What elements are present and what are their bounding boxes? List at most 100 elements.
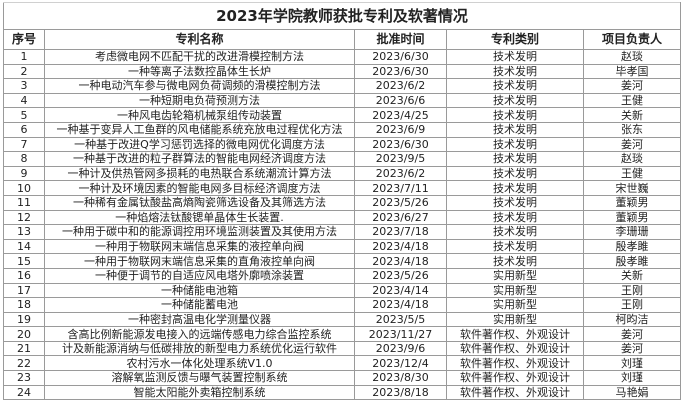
cell-col-patent-name[interactable]: 考虑微电网不匹配干扰的改进滑模控制方法 (44, 49, 355, 65)
cell-col-index[interactable]: 20 (3, 326, 45, 342)
cell-col-approval-date[interactable]: 2023/8/30 (354, 370, 447, 386)
cell-col-approval-date[interactable]: 2023/4/18 (354, 238, 447, 255)
cell-col-patent-type[interactable]: 技术发明 (446, 151, 584, 167)
cell-col-approval-date[interactable]: 2023/9/5 (354, 151, 447, 167)
cell-col-approval-date[interactable]: 2023/4/25 (354, 107, 447, 123)
cell-col-patent-type[interactable]: 技术发明 (446, 194, 584, 211)
cell-col-patent-type[interactable]: 实用新型 (446, 282, 584, 299)
cell-col-owner[interactable]: 刘瑾 (583, 370, 681, 386)
cell-col-patent-type[interactable]: 软件著作权、外观设计 (446, 355, 584, 372)
cell-col-patent-type[interactable]: 技术发明 (446, 49, 584, 65)
cell-col-patent-type[interactable]: 软件著作权、外观设计 (446, 370, 584, 386)
cell-col-patent-name[interactable]: 含高比例新能源发电接入的远端传感电力综合监控系统 (44, 326, 355, 342)
cell-col-patent-name[interactable]: 一种基于改进Q学习惩罚选择的微电网优化调度方法 (44, 136, 355, 153)
cell-col-approval-date[interactable]: 2023/6/30 (354, 49, 447, 65)
cell-col-index[interactable]: 23 (3, 370, 45, 386)
cell-col-index[interactable]: 21 (3, 340, 45, 357)
cell-col-index[interactable]: 19 (3, 311, 45, 328)
cell-col-patent-type[interactable]: 技术发明 (446, 136, 584, 153)
cell-col-owner[interactable]: 董颖男 (583, 194, 681, 211)
cell-col-patent-name[interactable]: 一种用于物联网末端信息采集的液控单向阀 (44, 238, 355, 255)
cell-col-index[interactable]: 7 (3, 136, 45, 153)
cell-col-owner[interactable]: 王刚 (583, 282, 681, 299)
cell-col-owner[interactable]: 姜河 (583, 136, 681, 153)
cell-col-patent-type[interactable]: 实用新型 (446, 297, 584, 313)
cell-col-index[interactable]: 24 (3, 384, 45, 401)
cell-col-approval-date[interactable]: 2023/4/18 (354, 297, 447, 313)
cell-col-index[interactable]: 12 (3, 209, 45, 226)
cell-col-owner[interactable]: 马艳娟 (583, 384, 681, 401)
cell-col-approval-date[interactable]: 2023/6/9 (354, 121, 447, 138)
cell-col-index[interactable]: 13 (3, 224, 45, 240)
cell-col-index[interactable]: 22 (3, 355, 45, 372)
cell-col-approval-date[interactable]: 2023/7/18 (354, 224, 447, 240)
cell-col-approval-date[interactable]: 2023/6/2 (354, 165, 447, 182)
cell-col-owner[interactable]: 张东 (583, 121, 681, 138)
cell-col-index[interactable]: 15 (3, 253, 45, 269)
cell-col-approval-date[interactable]: 2023/4/14 (354, 282, 447, 299)
cell-col-patent-type[interactable]: 技术发明 (446, 92, 584, 109)
cell-col-patent-type[interactable]: 实用新型 (446, 267, 584, 284)
cell-col-patent-type[interactable]: 技术发明 (446, 224, 584, 240)
cell-col-owner[interactable]: 宋世巍 (583, 180, 681, 196)
cell-col-approval-date[interactable]: 2023/6/2 (354, 78, 447, 94)
header-col-patent-name[interactable]: 专利名称 (44, 29, 355, 50)
header-col-approval-date[interactable]: 批准时间 (354, 29, 447, 50)
cell-col-patent-type[interactable]: 技术发明 (446, 121, 584, 138)
cell-col-approval-date[interactable]: 2023/9/6 (354, 340, 447, 357)
cell-col-owner[interactable]: 殷孝雎 (583, 253, 681, 269)
header-col-owner[interactable]: 项目负责人 (583, 29, 681, 50)
cell-col-index[interactable]: 10 (3, 180, 45, 196)
cell-col-index[interactable]: 14 (3, 238, 45, 255)
cell-col-index[interactable]: 8 (3, 151, 45, 167)
cell-col-index[interactable]: 9 (3, 165, 45, 182)
cell-col-index[interactable]: 5 (3, 107, 45, 123)
cell-col-index[interactable]: 4 (3, 92, 45, 109)
cell-col-approval-date[interactable]: 2023/5/5 (354, 311, 447, 328)
cell-col-patent-name[interactable]: 一种便于调节的自适应风电塔外廓喷涂装置 (44, 267, 355, 284)
cell-col-patent-type[interactable]: 软件著作权、外观设计 (446, 340, 584, 357)
cell-col-owner[interactable]: 王健 (583, 92, 681, 109)
cell-col-index[interactable]: 2 (3, 63, 45, 80)
cell-col-owner[interactable]: 李珊珊 (583, 224, 681, 240)
cell-col-owner[interactable]: 董颖男 (583, 209, 681, 226)
cell-col-index[interactable]: 3 (3, 78, 45, 94)
cell-col-index[interactable]: 16 (3, 267, 45, 284)
cell-col-patent-name[interactable]: 一种计及环境因素的智能电网多目标经济调度方法 (44, 180, 355, 196)
cell-col-patent-name[interactable]: 一种密封高温电化学测量仪器 (44, 311, 355, 328)
cell-col-index[interactable]: 11 (3, 194, 45, 211)
cell-col-patent-name[interactable]: 一种电动汽车参与微电网负荷调频的滑模控制方法 (44, 78, 355, 94)
cell-col-owner[interactable]: 柯昀洁 (583, 311, 681, 328)
cell-col-approval-date[interactable]: 2023/12/4 (354, 355, 447, 372)
cell-col-approval-date[interactable]: 2023/6/30 (354, 63, 447, 80)
cell-col-patent-name[interactable]: 一种用于碳中和的能源调控用环境监测装置及其使用方法 (44, 224, 355, 240)
cell-col-index[interactable]: 18 (3, 297, 45, 313)
cell-col-index[interactable]: 1 (3, 49, 45, 65)
cell-col-patent-name[interactable]: 一种储能电池箱 (44, 282, 355, 299)
cell-col-patent-type[interactable]: 实用新型 (446, 311, 584, 328)
cell-col-patent-name[interactable]: 智能太阳能外卖箱控制系统 (44, 384, 355, 401)
cell-col-patent-name[interactable]: 一种稀有金属钛酸盐高熵陶瓷筛选设备及其筛选方法 (44, 194, 355, 211)
cell-col-patent-name[interactable]: 一种用于物联网末端信息采集的直角液控单向阀 (44, 253, 355, 269)
cell-col-owner[interactable]: 姜河 (583, 340, 681, 357)
header-col-index[interactable]: 序号 (3, 29, 45, 50)
cell-col-owner[interactable]: 王健 (583, 165, 681, 182)
cell-col-approval-date[interactable]: 2023/4/18 (354, 253, 447, 269)
cell-col-approval-date[interactable]: 2023/7/11 (354, 180, 447, 196)
cell-col-patent-type[interactable]: 技术发明 (446, 63, 584, 80)
cell-col-approval-date[interactable]: 2023/6/27 (354, 209, 447, 226)
cell-col-patent-type[interactable]: 技术发明 (446, 107, 584, 123)
cell-col-owner[interactable]: 王刚 (583, 297, 681, 313)
cell-col-owner[interactable]: 刘瑾 (583, 355, 681, 372)
cell-col-approval-date[interactable]: 2023/6/30 (354, 136, 447, 153)
cell-col-owner[interactable]: 姜河 (583, 326, 681, 342)
cell-col-approval-date[interactable]: 2023/11/27 (354, 326, 447, 342)
cell-col-approval-date[interactable]: 2023/6/6 (354, 92, 447, 109)
cell-col-patent-type[interactable]: 技术发明 (446, 165, 584, 182)
cell-col-patent-name[interactable]: 溶解氧监测反馈与曝气装置控制系统 (44, 370, 355, 386)
cell-col-patent-name[interactable]: 农村污水一体化处理系统V1.0 (44, 355, 355, 372)
sheet-title[interactable]: 2023年学院教师获批专利及软著情况 (3, 2, 681, 30)
cell-col-patent-type[interactable]: 软件著作权、外观设计 (446, 326, 584, 342)
cell-col-approval-date[interactable]: 2023/8/18 (354, 384, 447, 401)
cell-col-owner[interactable]: 关新 (583, 107, 681, 123)
